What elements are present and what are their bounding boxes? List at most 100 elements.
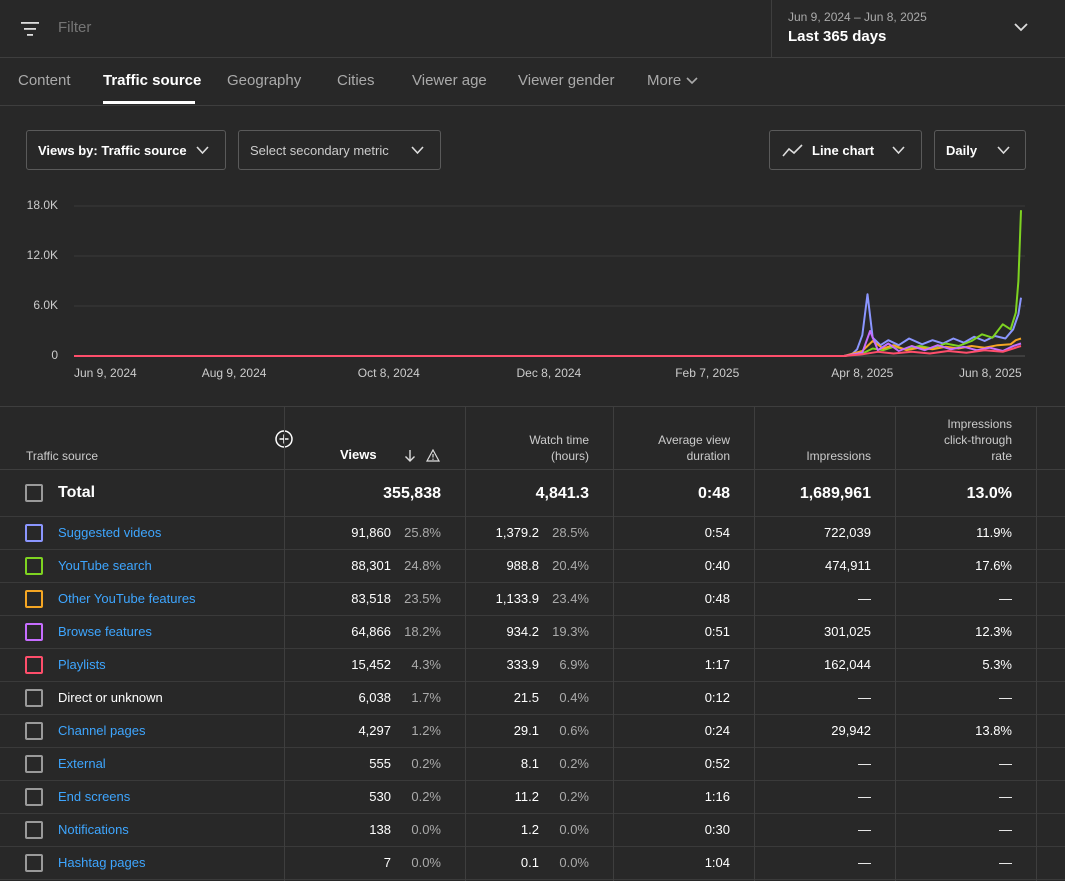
watch-time-value: 988.8	[506, 558, 539, 573]
header-avd-line2: duration	[686, 449, 730, 463]
x-tick-label: Aug 9, 2024	[201, 366, 267, 380]
secondary-metric-dropdown[interactable]: Select secondary metric	[238, 130, 441, 170]
total-checkbox[interactable]	[25, 484, 43, 502]
table-row-other-youtube-features: Other YouTube features 83,518 23.5% 1,133.9…	[0, 583, 1065, 616]
watch-time-value: 1,133.9	[495, 591, 539, 606]
watch-time-value: 29.1	[513, 723, 539, 738]
interval-dropdown[interactable]: Daily	[934, 130, 1026, 170]
chart-type-dropdown[interactable]: Line chart	[769, 130, 922, 170]
traffic-source-name[interactable]: Channel pages	[58, 723, 146, 738]
views-value: 83,518	[351, 591, 391, 606]
row-checkbox[interactable]	[25, 854, 43, 872]
header-impressions[interactable]: Impressions	[806, 449, 871, 463]
tab-cities[interactable]: Cities	[337, 72, 375, 89]
warning-icon[interactable]	[426, 449, 440, 462]
row-checkbox[interactable]	[25, 524, 43, 542]
header-traffic-source[interactable]: Traffic source	[26, 449, 99, 463]
traffic-source-name[interactable]: Notifications	[58, 822, 129, 837]
views-value: 7	[383, 855, 391, 870]
views-value: 138	[369, 822, 391, 837]
watch-time-percent: 0.2%	[559, 789, 589, 804]
tab-content[interactable]: Content	[18, 72, 71, 89]
tab-geography[interactable]: Geography	[227, 72, 302, 89]
series-line-suggested-videos[interactable]	[74, 293, 1022, 357]
tab-viewer-gender[interactable]: Viewer gender	[518, 72, 615, 89]
traffic-source-name[interactable]: YouTube search	[58, 558, 152, 573]
x-tick-label: Oct 8, 2024	[357, 366, 420, 380]
tab-more-label: More	[647, 72, 682, 89]
series-line-youtube-search[interactable]	[74, 210, 1022, 357]
row-checkbox[interactable]	[25, 623, 43, 641]
sort-down-arrow-icon[interactable]	[404, 449, 416, 462]
traffic-source-name[interactable]: Suggested videos	[58, 525, 162, 540]
row-checkbox[interactable]	[25, 689, 43, 707]
row-checkbox[interactable]	[25, 656, 43, 674]
ctr-value: —	[999, 855, 1012, 870]
traffic-source-name[interactable]: Playlists	[58, 657, 106, 672]
header-watch-time-line2: (hours)	[550, 449, 589, 463]
tab-viewer-age[interactable]: Viewer age	[412, 72, 487, 89]
header-ctr-line3: rate	[991, 449, 1012, 463]
header-watch-time[interactable]: Watch time (hours)	[480, 432, 589, 464]
series-line-playlists[interactable]	[74, 345, 1022, 357]
interval-label: Daily	[946, 143, 978, 158]
impressions-value: 722,039	[824, 525, 871, 540]
table-row-notifications: Notifications 138 0.0% 1.2 0.0% 0:30 — —	[0, 814, 1065, 847]
views-percent: 1.7%	[411, 690, 441, 705]
header-avd-line1: Average view	[658, 433, 730, 447]
header-ctr-line2: click-through	[943, 433, 1012, 447]
row-checkbox[interactable]	[25, 788, 43, 806]
filter-icon[interactable]	[21, 21, 39, 37]
row-checkbox[interactable]	[25, 755, 43, 773]
filter-input[interactable]	[58, 19, 658, 36]
chevron-down-icon	[196, 146, 209, 155]
watch-time-value: 21.5	[513, 690, 539, 705]
primary-metric-dropdown[interactable]: Views by: Traffic source	[26, 130, 226, 170]
traffic-source-name[interactable]: Other YouTube features	[58, 591, 196, 606]
watch-time-percent: 0.6%	[559, 723, 589, 738]
views-value: 4,297	[358, 723, 391, 738]
impressions-value: —	[858, 591, 871, 606]
x-tick-label: Jun 9, 2024	[74, 366, 137, 380]
row-checkbox[interactable]	[25, 722, 43, 740]
watch-time-percent: 19.3%	[552, 624, 589, 639]
watch-time-percent: 0.2%	[559, 756, 589, 771]
header-average-view-duration[interactable]: Average view duration	[620, 432, 730, 464]
row-checkbox[interactable]	[25, 557, 43, 575]
report-tabs: Content Traffic source Geography Cities …	[0, 58, 1065, 106]
views-value: 88,301	[351, 558, 391, 573]
series-line-other-youtube-features[interactable]	[74, 337, 1022, 357]
traffic-source-name[interactable]: End screens	[58, 789, 131, 804]
x-tick-label: Jun 8, 2025	[959, 366, 1022, 380]
header-views[interactable]: Views	[340, 447, 377, 462]
watch-time-percent: 0.0%	[559, 822, 589, 837]
views-value: 91,860	[351, 525, 391, 540]
date-range-selector[interactable]: Jun 9, 2024 – Jun 8, 2025 Last 365 days	[771, 0, 1065, 57]
traffic-source-name[interactable]: Browse features	[58, 624, 152, 639]
chevron-down-icon	[411, 146, 424, 155]
header-watch-time-line1: Watch time	[529, 433, 589, 447]
tab-traffic-source[interactable]: Traffic source	[103, 72, 202, 89]
header-ctr[interactable]: Impressions click-through rate	[900, 416, 1012, 464]
filter-bar: Jun 9, 2024 – Jun 8, 2025 Last 365 days	[0, 0, 1065, 58]
average-view-duration-value: 1:04	[704, 855, 730, 870]
secondary-metric-label: Select secondary metric	[250, 143, 389, 158]
views-percent: 0.2%	[411, 756, 441, 771]
table-row-playlists: Playlists 15,452 4.3% 333.9 6.9% 1:17 162,044 5…	[0, 649, 1065, 682]
chevron-down-icon	[686, 77, 698, 85]
tab-more[interactable]: More	[647, 72, 698, 89]
chart-plot[interactable]	[0, 190, 1065, 390]
views-percent: 4.3%	[411, 657, 441, 672]
views-percent: 0.0%	[411, 822, 441, 837]
traffic-source-name[interactable]: External	[58, 756, 106, 771]
traffic-source-name[interactable]: Hashtag pages	[58, 855, 146, 870]
watch-time-percent: 0.4%	[559, 690, 589, 705]
chart-type-label: Line chart	[812, 143, 875, 158]
watch-time-value: 1,379.2	[495, 525, 539, 540]
average-view-duration-value: 0:52	[704, 756, 730, 771]
impressions-value: —	[858, 822, 871, 837]
series-line-browse-features[interactable]	[74, 330, 1022, 357]
row-checkbox[interactable]	[25, 821, 43, 839]
row-checkbox[interactable]	[25, 590, 43, 608]
watch-time-value: 1.2	[520, 822, 539, 837]
